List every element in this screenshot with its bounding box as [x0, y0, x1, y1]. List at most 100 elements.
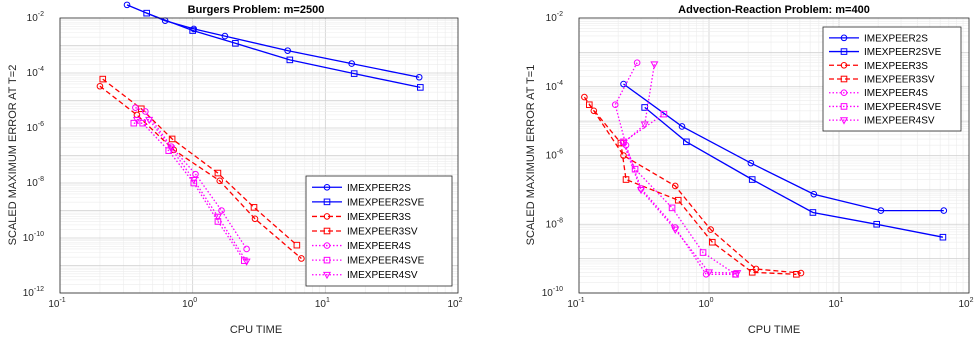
data-point — [748, 269, 756, 276]
legend-label: IMEXPEER4SVE — [347, 256, 425, 267]
series-imexpeer2sve — [641, 104, 947, 241]
legend-label: IMEXPEER4S — [864, 88, 928, 99]
legend-label: IMEXPEER4SV — [347, 270, 418, 281]
legend-label: IMEXPEER2S — [864, 33, 928, 44]
data-point — [132, 116, 141, 125]
legend-item: IMEXPEER4SVE — [829, 102, 942, 113]
legend-item: IMEXPEER2S — [312, 183, 411, 194]
y-tick-label: 10-2 — [546, 11, 563, 24]
series-line — [644, 106, 944, 238]
series-imexpeer3sv — [99, 75, 301, 249]
data-point — [797, 269, 805, 277]
data-point — [286, 56, 294, 64]
legend-item: IMEXPEER4SV — [829, 116, 935, 127]
y-tick-label: 10-4 — [546, 80, 563, 93]
y-tick-label: 10-4 — [27, 66, 44, 79]
data-point — [123, 1, 131, 9]
legend-item: IMEXPEER4SVE — [312, 256, 425, 267]
data-point — [99, 75, 107, 83]
legend-label: IMEXPEER4SVE — [864, 102, 942, 113]
legend: IMEXPEER2S IMEXPEER2SVE IMEXPEER3S IMEXPEER… — [305, 175, 453, 287]
data-point — [620, 80, 627, 88]
data-point — [213, 213, 222, 222]
data-point — [250, 204, 258, 211]
legend-label: IMEXPEER4SV — [864, 116, 935, 127]
data-point — [139, 119, 146, 127]
data-point — [190, 25, 198, 33]
legend-item: IMEXPEER4SV — [312, 270, 418, 281]
data-point — [704, 269, 714, 277]
data-point — [640, 121, 649, 129]
data-point — [683, 138, 690, 146]
data-point — [214, 169, 222, 177]
x-tick-label: 101 — [828, 297, 843, 310]
data-point — [641, 104, 648, 111]
data-point — [189, 176, 198, 185]
data-point — [631, 165, 639, 173]
legend-label: IMEXPEER2S — [347, 183, 411, 194]
legend-marker — [323, 198, 331, 206]
data-point — [242, 258, 251, 266]
data-point — [809, 209, 817, 216]
data-point — [699, 249, 707, 256]
y-tick-label: 10-6 — [546, 149, 563, 162]
y-tick-label: 10-8 — [27, 176, 44, 189]
data-point — [660, 110, 668, 118]
x-tick-label: 10-1 — [48, 297, 65, 310]
data-point — [132, 104, 139, 111]
legend-item: IMEXPEER2SVE — [829, 47, 942, 58]
series-line — [136, 119, 248, 262]
data-point — [747, 159, 755, 167]
chart-title: Burgers Problem: m=2500 — [188, 4, 325, 16]
x-axis-label: CPU TIME — [230, 324, 282, 336]
series-group — [581, 59, 948, 278]
legend-item: IMEXPEER2SVE — [312, 197, 425, 208]
data-point — [293, 241, 301, 249]
y-tick-label: 10-12 — [23, 286, 44, 299]
data-point — [678, 123, 686, 130]
data-point — [168, 135, 176, 143]
data-point — [221, 32, 229, 40]
data-point — [585, 101, 593, 109]
data-point — [590, 107, 598, 115]
data-point — [218, 207, 225, 214]
data-point — [633, 59, 641, 67]
y-axis-label: SCALED MAXIMUM ERROR AT T=1 — [525, 65, 537, 246]
series-imexpeer4sv — [132, 116, 251, 266]
data-point — [707, 226, 714, 233]
y-tick-label: 10-6 — [27, 121, 44, 134]
data-point — [142, 108, 149, 115]
plot-frame — [59, 17, 459, 294]
series-line — [583, 96, 802, 274]
plot-frame — [578, 17, 970, 294]
legend-marker — [840, 34, 848, 42]
legend-label: IMEXPEER3S — [347, 212, 411, 223]
legend-item: IMEXPEER4S — [829, 88, 928, 99]
x-tick-label: 102 — [447, 297, 462, 310]
chart-burgers: Burgers Problem: m=2500 CPU TIME SCALED … — [7, 1, 463, 336]
legend-item: IMEXPEER3SV — [829, 75, 935, 86]
data-point — [243, 245, 250, 253]
legend-item: IMEXPEER3SV — [312, 227, 418, 238]
series-line — [102, 78, 298, 246]
data-point — [668, 204, 676, 212]
data-point — [284, 47, 291, 54]
legend-label: IMEXPEER4S — [347, 241, 411, 252]
series-line — [622, 113, 736, 275]
series-line — [146, 12, 421, 89]
y-tick-label: 10-10 — [542, 286, 563, 299]
legend-marker — [323, 213, 331, 220]
legend-marker — [323, 242, 331, 249]
tick-labels: 10-1 100 101 102 10-10 10-8 10-6 10-4 10-2 — [542, 11, 974, 310]
y-axis-label: SCALED MAXIMUM ERROR AT T=2 — [7, 65, 19, 246]
data-point — [581, 93, 588, 101]
data-point — [873, 220, 881, 228]
grid — [578, 18, 969, 294]
legend: IMEXPEER2S IMEXPEER2SVE IMEXPEER3S IMEXPEER… — [822, 26, 962, 132]
data-point — [752, 265, 760, 273]
data-point — [650, 61, 659, 69]
data-point — [674, 196, 682, 204]
legend-item: IMEXPEER3S — [829, 61, 928, 72]
data-point — [702, 270, 710, 278]
